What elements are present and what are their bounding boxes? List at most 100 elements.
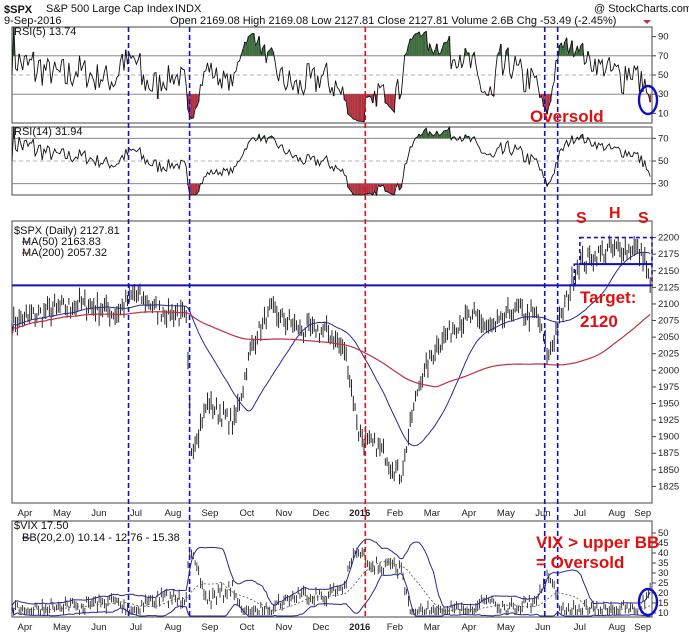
x-tick-label: Jul	[130, 508, 142, 519]
rsi14-line	[11, 125, 651, 197]
y-tick-label: 2100	[658, 299, 679, 310]
x-tick-label: Mar	[424, 622, 440, 633]
y-tick-label: 2200	[658, 233, 679, 244]
hs-target-box	[573, 263, 653, 287]
symbol-name: S&P 500 Large Cap Index	[46, 3, 174, 15]
y-tick-label: 1975	[658, 382, 679, 393]
y-tick-label: 30	[658, 89, 669, 100]
x-tick-label: Apr	[461, 508, 476, 519]
rsi14-title: RSI(14) 31.94	[14, 126, 82, 138]
target-label: Target:	[580, 288, 636, 307]
y-tick-label: 70	[658, 51, 669, 62]
y-tick-label: 1925	[658, 415, 679, 426]
vix-upper-band	[11, 538, 651, 608]
shoulder-right-label: S	[638, 210, 649, 227]
ma200-legend: MA(200) 2057.32	[22, 247, 107, 259]
oversold-circle-rsi	[637, 84, 659, 116]
x-tick-label: Mar	[424, 508, 440, 519]
y-tick-label: 2000	[658, 365, 679, 376]
head-label: H	[609, 205, 621, 222]
date: 9-Sep-2016	[4, 15, 62, 27]
x-tick-label: Jun	[91, 622, 106, 633]
y-tick-label: 2175	[658, 249, 679, 260]
y-tick-label: 2125	[658, 282, 679, 293]
x-tick-label: Jun	[535, 622, 550, 633]
vix-title: $VIX 17.50	[14, 520, 68, 532]
y-tick-label: 30	[658, 568, 669, 579]
x-tick-label: Oct	[240, 622, 255, 633]
watermark: @ StockCharts.com	[594, 3, 689, 15]
y-tick-label: 25	[658, 578, 669, 589]
rsi5-title: RSI(5) 13.74	[14, 26, 76, 38]
down-arrow-icon	[643, 20, 651, 24]
x-tick-label: May	[53, 622, 71, 633]
symbol: $SPX	[4, 4, 33, 16]
vix-annot-line2: = Oversold	[536, 553, 624, 572]
x-tick-label: Jun	[91, 508, 106, 519]
y-tick-label: 70	[658, 133, 669, 144]
x-tick-label: Feb	[387, 508, 403, 519]
x-tick-label: Sep	[201, 622, 218, 633]
y-tick-label: 45	[658, 538, 669, 549]
x-tick-label: May	[497, 508, 515, 519]
y-tick-label: 2075	[658, 316, 679, 327]
y-tick-label: 90	[658, 32, 669, 43]
y-tick-label: 50	[658, 528, 669, 539]
y-tick-label: 15	[658, 598, 669, 609]
y-tick-label: 30	[658, 179, 669, 190]
y-tick-label: 50	[658, 156, 669, 167]
x-tick-label: Sep	[201, 508, 218, 519]
x-tick-label: Aug	[608, 622, 625, 633]
x-tick-label: Oct	[240, 508, 255, 519]
x-tick-label: May	[497, 622, 515, 633]
y-tick-label: 2025	[658, 349, 679, 360]
price-title: $SPX (Daily) 2127.81	[14, 225, 120, 237]
oversold-label-rsi: Oversold	[530, 107, 604, 126]
x-tick-label: 2016	[349, 508, 370, 519]
x-tick-label: Aug	[164, 508, 181, 519]
chart-marks	[11, 26, 652, 617]
overlay	[12, 27, 659, 617]
vix-lower-band	[11, 573, 651, 617]
y-tick-label: 2050	[658, 332, 679, 343]
x-tick-label: Feb	[387, 622, 403, 633]
x-tick-label: 2016	[349, 622, 370, 633]
y-tick-label: 2150	[658, 266, 679, 277]
ma200-line	[11, 311, 651, 388]
x-tick-label: Sep	[634, 508, 651, 519]
x-tick-label: Aug	[608, 508, 625, 519]
rsi5-line	[11, 26, 651, 123]
x-tick-label: Nov	[275, 622, 292, 633]
x-tick-label: Jul	[574, 508, 586, 519]
ma50-legend: MA(50) 2163.83	[22, 236, 101, 248]
x-tick-label: Aug	[164, 622, 181, 633]
y-tick-label: 50	[658, 70, 669, 81]
hs-top-box	[579, 236, 653, 265]
panel-frame-vix	[11, 520, 653, 618]
x-tick-label: Apr	[461, 622, 476, 633]
x-tick-label: Jun	[535, 508, 550, 519]
x-tick-label: Nov	[275, 508, 292, 519]
x-tick-label: Sep	[634, 622, 651, 633]
exchange: INDX	[175, 3, 202, 15]
x-tick-label: May	[53, 508, 71, 519]
x-tick-label: Apr	[18, 508, 33, 519]
y-tick-label: 1850	[658, 465, 679, 476]
vix-bb-legend: BB(20,2.0) 10.14 - 12.76 - 15.38	[22, 532, 180, 544]
y-tick-label: 1950	[658, 398, 679, 409]
y-tick-label: 1875	[658, 448, 679, 459]
y-tick-label: 40	[658, 548, 669, 559]
x-tick-label: Jul	[130, 622, 142, 633]
y-tick-label: 10	[658, 608, 669, 619]
y-tick-label: 35	[658, 558, 669, 569]
panel-frame-price	[11, 220, 653, 504]
y-tick-label: 1900	[658, 432, 679, 443]
target-value: 2120	[580, 312, 618, 331]
x-tick-label: Jul	[574, 622, 586, 633]
x-tick-label: Dec	[312, 508, 329, 519]
ohlc-line: Open 2169.08 High 2169.08 Low 2127.81 Cl…	[170, 15, 616, 27]
panel-frame-rsi14	[11, 126, 653, 196]
y-tick-label: 10	[658, 108, 669, 119]
shoulder-left-label: S	[576, 210, 587, 227]
